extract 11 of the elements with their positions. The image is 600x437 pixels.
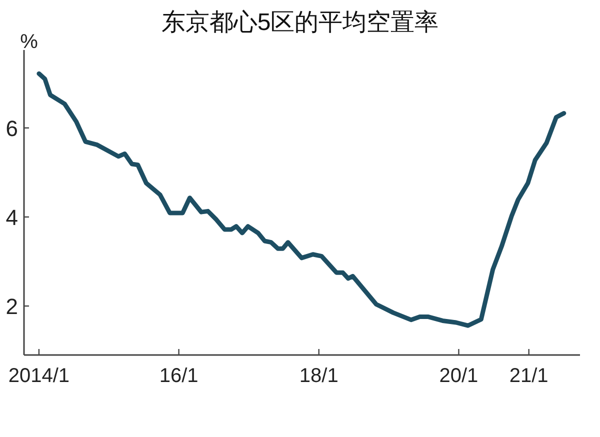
- y-tick-label: 2: [6, 294, 18, 320]
- x-tick-label: 16/1: [159, 365, 198, 387]
- x-tick-label: 18/1: [299, 365, 338, 387]
- y-axis-title: %: [20, 31, 38, 53]
- line-series: [36, 71, 566, 328]
- chart-title: 东京都心5区的平均空置率: [161, 9, 439, 36]
- y-tick-label: 6: [6, 116, 18, 141]
- x-tick-label: 2014/1: [8, 365, 70, 387]
- x-tick-label: 21/1: [509, 365, 548, 387]
- x-tick-label: 20/1: [439, 365, 478, 387]
- y-tick-label: 4: [6, 204, 18, 230]
